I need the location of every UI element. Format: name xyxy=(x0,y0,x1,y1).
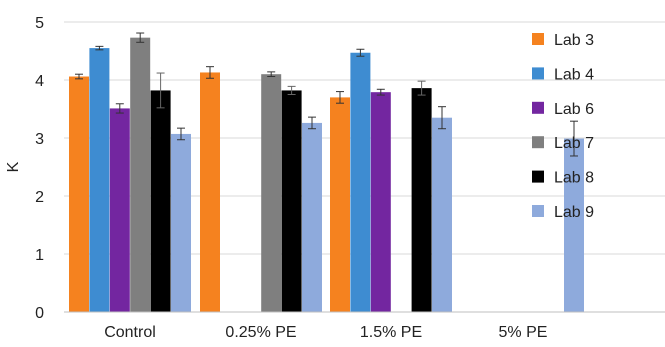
y-tick-label: 1 xyxy=(35,247,44,264)
error-bars xyxy=(75,32,578,157)
bar-lab-4 xyxy=(350,52,371,313)
legend-swatch xyxy=(532,170,544,183)
legend-swatch xyxy=(532,33,544,45)
bar-lab-3 xyxy=(330,97,350,313)
bar-lab-4 xyxy=(89,48,110,312)
legend-swatch xyxy=(532,101,544,114)
bar-lab-3 xyxy=(200,72,220,313)
legend-label: Lab 7 xyxy=(554,135,594,152)
legend-label: Lab 4 xyxy=(554,66,594,83)
bar-lab-7 xyxy=(130,37,151,312)
legend-label: Lab 3 xyxy=(554,32,594,49)
y-tick-label: 3 xyxy=(35,131,44,148)
legend-swatch xyxy=(532,136,544,149)
legend: Lab 3 Lab 4 Lab 6 Lab 7 Lab 8 Lab 9 xyxy=(532,32,594,221)
category-label: Control xyxy=(104,324,156,341)
category-labels: Control 0.25% PE 1.5% PE 5% PE xyxy=(104,324,547,341)
bar-lab-6 xyxy=(370,92,391,313)
category-label: 0.25% PE xyxy=(225,324,296,341)
legend-label: Lab 6 xyxy=(554,101,594,118)
bars xyxy=(69,37,584,313)
y-tick-label: 4 xyxy=(35,73,44,90)
legend-label: Lab 8 xyxy=(554,170,594,187)
legend-swatch xyxy=(532,67,544,80)
bar-lab-9 xyxy=(432,117,452,312)
category-label: 1.5% PE xyxy=(360,324,422,341)
bar-lab-9 xyxy=(302,122,322,312)
legend-label: Lab 9 xyxy=(554,204,594,221)
bar-lab-8 xyxy=(150,90,171,312)
bar-lab-8 xyxy=(411,88,432,313)
bar-lab-3 xyxy=(69,76,89,313)
y-tick-label: 2 xyxy=(35,189,44,206)
bar-lab-8 xyxy=(281,90,302,312)
y-axis-ticks: 0 1 2 3 4 5 xyxy=(35,15,44,322)
legend-swatch xyxy=(532,205,544,217)
y-axis-label: K xyxy=(5,161,22,172)
category-label: 5% PE xyxy=(499,324,548,341)
bar-lab-7 xyxy=(261,74,282,312)
bar-lab-6 xyxy=(109,108,130,312)
bar-lab-9 xyxy=(171,133,191,312)
bar-lab-9 xyxy=(564,138,584,312)
y-tick-label: 0 xyxy=(35,305,44,322)
y-tick-label: 5 xyxy=(35,15,44,32)
